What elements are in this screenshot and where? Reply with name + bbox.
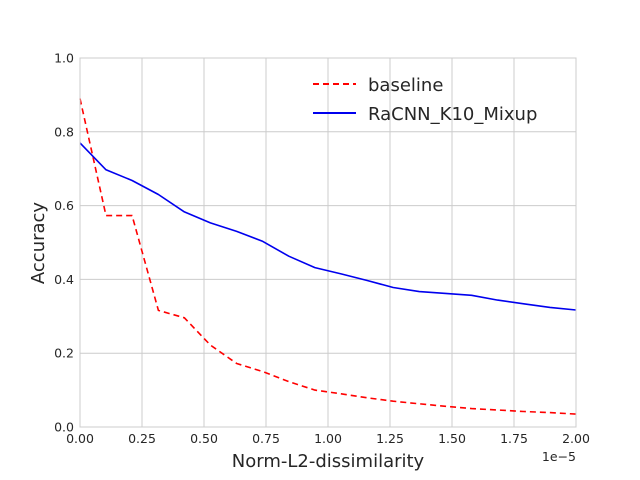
x-tick-label: 0.50 bbox=[190, 431, 218, 446]
y-tick-label: 0.6 bbox=[54, 198, 74, 213]
y-tick-labels: 0.0 0.2 0.4 0.6 0.8 1.0 bbox=[54, 51, 74, 435]
y-tick-label: 0.2 bbox=[54, 346, 74, 361]
y-tick-label: 0.8 bbox=[54, 124, 74, 139]
legend: baseline RaCNN_K10_Mixup bbox=[313, 75, 537, 125]
y-tick-label: 1.0 bbox=[54, 51, 74, 66]
x-tick-label: 0.25 bbox=[128, 431, 156, 446]
x-tick-label: 2.00 bbox=[562, 431, 590, 446]
legend-label-racnn: RaCNN_K10_Mixup bbox=[368, 104, 537, 125]
x-tick-label: 1.75 bbox=[500, 431, 528, 446]
x-tick-label: 1.50 bbox=[438, 431, 466, 446]
x-tick-label: 1.25 bbox=[376, 431, 404, 446]
grid-lines bbox=[79, 57, 577, 428]
series-line-racnn-k10-mixup bbox=[79, 142, 577, 311]
y-tick-label: 0.0 bbox=[54, 420, 74, 435]
series-group bbox=[79, 98, 577, 415]
x-tick-label: 0.75 bbox=[252, 431, 280, 446]
x-tick-labels: 0.00 0.25 0.50 0.75 1.00 1.25 1.50 1.75 2.00 bbox=[66, 431, 590, 446]
x-axis-label: Norm-L2-dissimilarity bbox=[232, 451, 425, 472]
x-tick-label: 1.00 bbox=[314, 431, 342, 446]
legend-label-baseline: baseline bbox=[368, 75, 443, 96]
series-line-baseline bbox=[79, 98, 577, 415]
y-tick-label: 0.4 bbox=[54, 272, 74, 287]
x-offset-label: 1e−5 bbox=[542, 449, 576, 464]
plot-frame bbox=[79, 57, 577, 428]
x-tick-label: 0.00 bbox=[66, 431, 94, 446]
y-axis-label: Accuracy bbox=[28, 202, 49, 285]
